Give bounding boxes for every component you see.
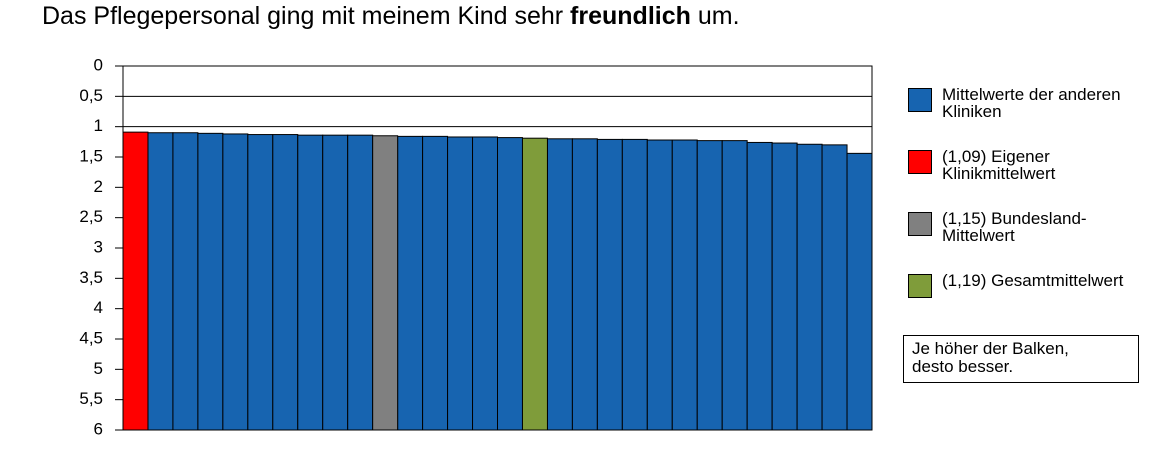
plot-frame [122, 65, 873, 431]
bar [347, 134, 374, 431]
annotation-line: Je höher der Balken, [912, 339, 1069, 358]
bar [671, 139, 698, 431]
y-tick-label: 0,5 [79, 86, 103, 105]
title-part: freundlich [570, 2, 691, 30]
y-tick-label: 3,5 [79, 268, 103, 287]
legend-label: (1,09) Eigener Klinikmittelwert [942, 147, 1056, 183]
legend-entry: (1,09) Eigener Klinikmittelwert [908, 148, 1148, 210]
legend-label: (1,15) Bundesland-Mittelwert [942, 209, 1087, 245]
bar [646, 139, 673, 431]
bar [771, 142, 798, 431]
annotation: Je höher der Balken, desto besser. [903, 335, 1139, 383]
y-tick-label: 5,5 [79, 389, 103, 408]
bar [172, 132, 199, 431]
y-tick-label: 5 [94, 359, 103, 378]
bar [821, 144, 848, 431]
y-tick-label: 3 [94, 237, 103, 256]
bar [796, 143, 823, 431]
bar [422, 135, 449, 431]
bar [322, 134, 349, 431]
legend-label: (1,19) Gesamtmittelwert [942, 271, 1124, 290]
y-tick-label: 1 [94, 116, 103, 135]
legend: Mittelwerte der anderen Kliniken (1,09) E… [908, 86, 1148, 334]
bar [222, 133, 249, 431]
bar [472, 136, 498, 431]
bar [197, 132, 224, 431]
legend-swatch [908, 212, 932, 236]
legend-entry: (1,19) Gesamtmittelwert [908, 272, 1148, 334]
bar [721, 140, 748, 431]
bar [546, 138, 573, 431]
bar [297, 134, 324, 431]
legend-entry: (1,15) Bundesland-Mittelwert [908, 210, 1148, 272]
bar [147, 132, 174, 431]
chart-title: Das Pflegepersonal ging mit meinem Kind … [42, 2, 740, 31]
y-tick-label: 2 [94, 177, 103, 196]
bar [596, 138, 623, 431]
y-tick-label: 1,5 [79, 146, 103, 165]
y-tick-label: 6 [94, 419, 103, 438]
bar [696, 140, 723, 431]
title-part: Das Pflegepersonal ging mit meinem Kind … [42, 2, 571, 30]
bar [122, 131, 149, 431]
title-part: um. [690, 2, 740, 30]
y-tick-label: 4 [94, 298, 103, 317]
bar [746, 141, 773, 431]
bar [272, 134, 299, 431]
y-tick-label: 4,5 [79, 328, 103, 347]
bar [247, 134, 274, 431]
legend-label: Mittelwerte der anderen Kliniken [942, 85, 1121, 121]
bar [846, 152, 873, 431]
bar [571, 138, 598, 431]
y-tick-label: 0 [94, 55, 103, 74]
legend-entry: Mittelwerte der anderen Kliniken [908, 86, 1148, 148]
bar [447, 136, 474, 431]
y-tick-label: 2,5 [79, 207, 103, 226]
bar [372, 135, 399, 431]
bar [397, 135, 424, 431]
legend-swatch [908, 274, 932, 298]
legend-swatch [908, 88, 932, 112]
bar [497, 137, 523, 431]
bar [521, 137, 548, 431]
legend-swatch [908, 150, 932, 174]
annotation-line: desto besser. [912, 357, 1014, 376]
bar [621, 138, 648, 431]
